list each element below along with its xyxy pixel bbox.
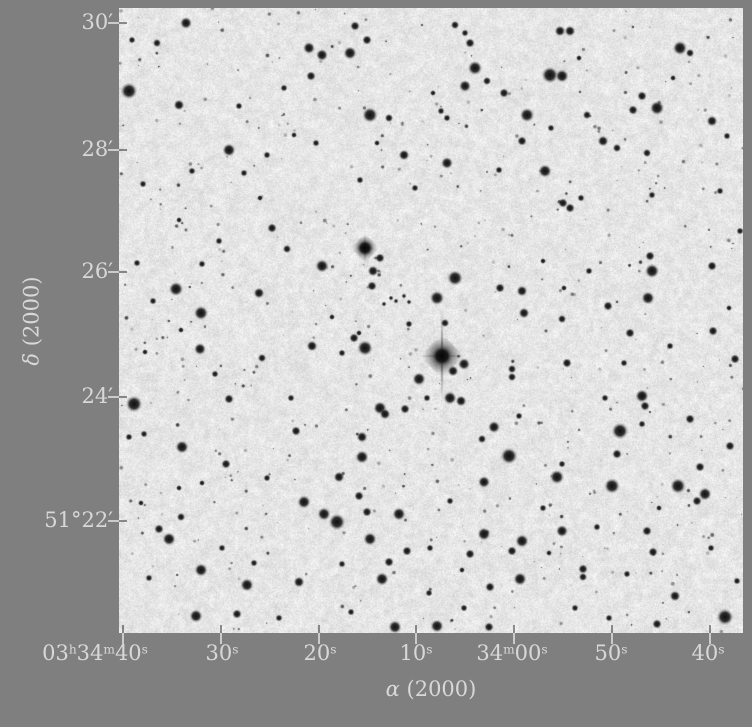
x-tick-mark-inner xyxy=(318,625,320,633)
x-tick-mark-inner xyxy=(611,625,613,633)
y-tick-mark-inner xyxy=(119,396,127,398)
y-tick-mark xyxy=(108,149,119,151)
y-tick-mark-inner xyxy=(119,149,127,151)
x-axis-title: α (2000) xyxy=(385,677,477,701)
x-tick-mark-inner xyxy=(513,625,515,633)
y-tick-mark xyxy=(108,271,119,273)
x-tick-mark-inner xyxy=(709,625,711,633)
x-tick-mark xyxy=(318,633,320,644)
y-tick-label: 24′ xyxy=(81,383,114,408)
x-tick-label: 03h34m40s xyxy=(42,641,148,665)
x-tick-label: 10s xyxy=(399,641,433,665)
y-tick-mark-inner xyxy=(119,271,127,273)
star-field-image xyxy=(119,8,743,633)
x-tick-mark xyxy=(513,633,515,644)
x-tick-label: 20s xyxy=(303,641,337,665)
x-tick-mark xyxy=(415,633,417,644)
y-tick-mark xyxy=(108,396,119,398)
x-tick-mark xyxy=(220,633,222,644)
x-tick-mark xyxy=(709,633,711,644)
y-tick-label: 30′ xyxy=(81,9,114,34)
y-tick-mark xyxy=(108,520,119,522)
x-tick-mark xyxy=(122,633,124,644)
x-tick-mark-inner xyxy=(220,625,222,633)
x-tick-label: 40s xyxy=(691,641,725,665)
y-axis-title: δ (2000) xyxy=(19,275,44,366)
x-tick-mark-inner xyxy=(415,625,417,633)
y-tick-label: 26′ xyxy=(81,258,114,283)
x-tick-label: 34m00s xyxy=(476,641,548,665)
x-tick-mark-inner xyxy=(122,625,124,633)
y-tick-label: 28′ xyxy=(81,136,114,161)
y-tick-mark-inner xyxy=(119,22,127,24)
x-tick-mark xyxy=(611,633,613,644)
x-tick-label: 50s xyxy=(594,641,628,665)
y-tick-label: 51°22′ xyxy=(44,507,113,532)
y-tick-mark xyxy=(108,22,119,24)
x-tick-label: 30s xyxy=(205,641,239,665)
y-tick-mark-inner xyxy=(119,520,127,522)
